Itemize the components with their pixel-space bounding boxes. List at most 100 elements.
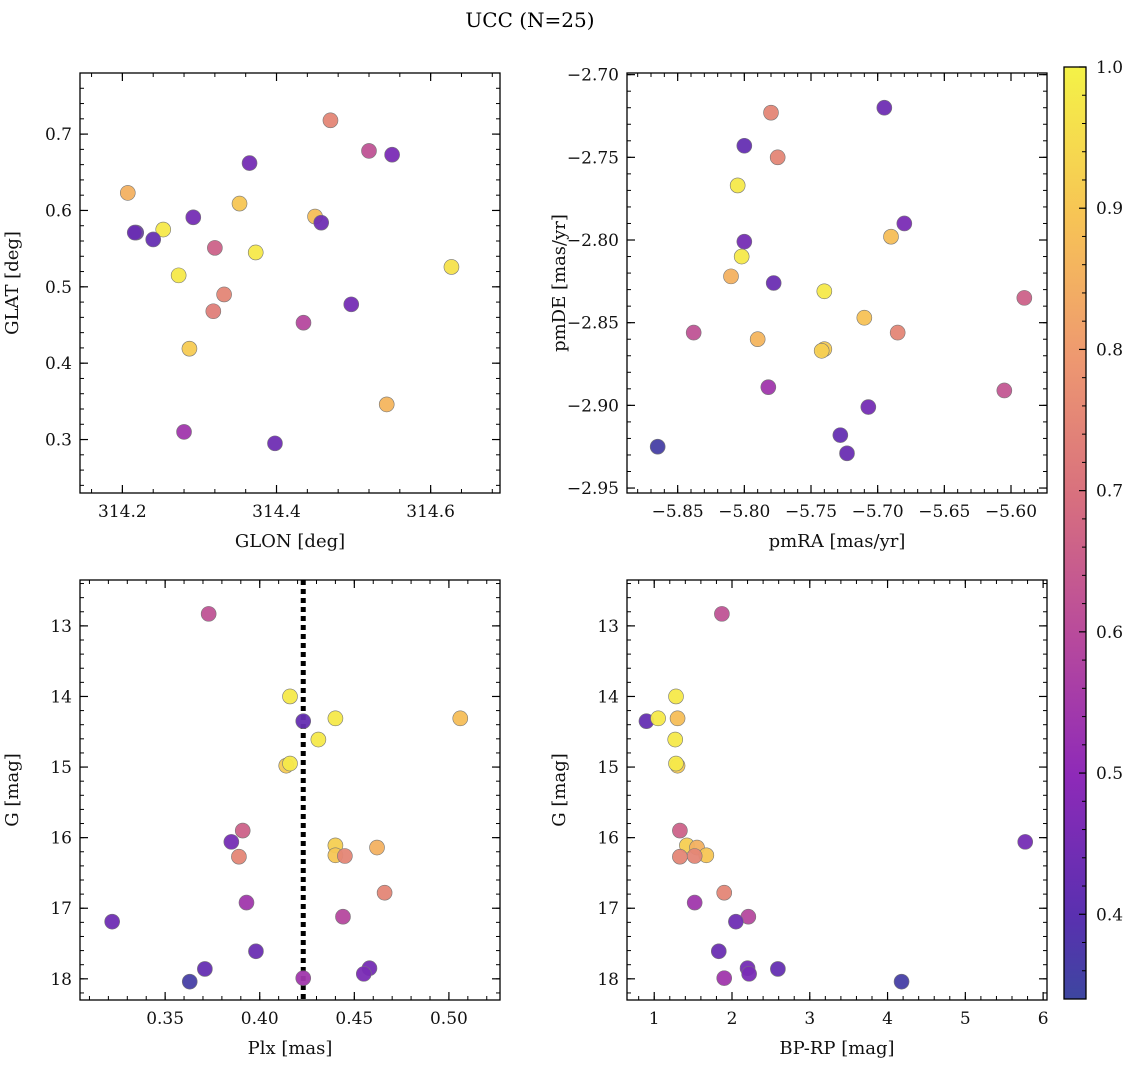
data-point [248, 943, 264, 960]
data-point [650, 710, 666, 727]
scatter-panel-4: 1 2 3 4 5 6 13 14 15 16 17 18 BP-RP [mag] G [mag] [549, 579, 1049, 1059]
x-axis-label: pmRA [mas/yr] [769, 531, 906, 552]
data-point [207, 240, 223, 256]
y-tick-label: −2.95 [567, 479, 619, 499]
data-point [716, 884, 733, 901]
x-tick-label: 314.6 [406, 502, 455, 522]
y-tick-label: 13 [597, 617, 619, 637]
data-point [205, 303, 222, 320]
data-point [355, 966, 372, 982]
data-point [337, 848, 353, 864]
data-point [710, 943, 727, 960]
data-point [896, 215, 913, 232]
data-point [443, 259, 460, 275]
y-tick-label: −2.85 [567, 314, 619, 334]
data-point [723, 268, 739, 285]
y-tick-label: 0.5 [45, 278, 72, 298]
data-point [295, 314, 312, 331]
x-tick-label: 4 [882, 1009, 893, 1029]
y-axis-label: G [mag] [549, 753, 570, 826]
data-point [197, 961, 213, 977]
data-point [668, 688, 684, 705]
figure-title: UCC (N=25) [465, 8, 595, 32]
data-point [327, 710, 344, 727]
data-point [145, 231, 162, 248]
y-tick-label: 14 [50, 687, 72, 707]
data-point [889, 324, 906, 341]
data-point [736, 137, 753, 154]
data-point [216, 286, 232, 303]
colorbar-tick-label: 1.0 [1096, 58, 1123, 78]
data-point [176, 424, 192, 440]
data-point [119, 185, 136, 201]
colorbar-tick-label: 0.9 [1096, 199, 1123, 219]
axes-frame [79, 579, 501, 1001]
x-tick-label: 0.50 [430, 1009, 468, 1029]
colorbar-tick-label: 0.8 [1096, 340, 1123, 360]
data-point [378, 396, 395, 413]
data-point [185, 209, 202, 226]
y-tick-label: 0.4 [45, 354, 72, 374]
data-point [267, 435, 283, 452]
axes-frame [626, 72, 1048, 494]
colorbar-gradient [1063, 66, 1087, 1000]
y-tick-label: 13 [50, 617, 72, 637]
data-point [104, 913, 120, 930]
data-point [686, 894, 703, 911]
data-point [231, 848, 247, 865]
data-point [282, 688, 298, 705]
y-tick-label: 16 [50, 829, 72, 849]
x-tick-label: 2 [727, 1009, 738, 1029]
x-axis-label: GLON [deg] [235, 531, 345, 552]
data-point [376, 884, 393, 901]
data-point [770, 961, 786, 977]
y-tick-label: 16 [597, 829, 619, 849]
x-tick-label: 0.40 [241, 1009, 279, 1029]
data-point [765, 275, 782, 291]
data-point [1016, 290, 1033, 306]
y-axis-label: G [mag] [2, 753, 23, 826]
data-point [282, 755, 298, 772]
y-tick-label: 15 [597, 758, 619, 778]
y-tick-label: −2.80 [567, 231, 619, 251]
x-tick-label: 5 [960, 1009, 971, 1029]
x-tick-label: 0.45 [335, 1009, 373, 1029]
data-point [769, 149, 786, 166]
colorbar-tick-label: 0.7 [1096, 482, 1123, 502]
data-point [816, 283, 833, 300]
data-point [672, 848, 688, 865]
y-tick-label: 18 [50, 970, 72, 990]
colorbar-tick-label: 0.6 [1096, 623, 1123, 643]
x-tick-label: −5.60 [985, 502, 1037, 522]
data-point [649, 438, 666, 455]
data-point [238, 894, 255, 911]
data-point [310, 731, 327, 748]
data-point [685, 324, 702, 341]
x-tick-label: −5.75 [785, 502, 837, 522]
data-point [361, 143, 377, 159]
x-axis-label: BP-RP [mag] [779, 1038, 894, 1059]
data-point [200, 606, 217, 622]
data-point [126, 224, 143, 241]
scatter-panel-1: 314.2 314.4 314.6 0.3 0.4 0.5 0.6 0.7 GLON [deg]… [2, 72, 501, 552]
y-tick-label: 0.6 [45, 201, 72, 221]
data-point [893, 973, 910, 990]
data-point [729, 177, 746, 194]
data-point [749, 331, 766, 348]
y-axis-label: pmDE [mas/yr] [549, 214, 570, 352]
y-tick-label: 0.7 [45, 125, 72, 145]
x-tick-label: −5.80 [718, 502, 770, 522]
data-point [234, 822, 251, 839]
colorbar-tick-label: 0.5 [1096, 764, 1123, 784]
y-tick-label: −2.90 [567, 396, 619, 416]
y-tick-label: 18 [597, 970, 619, 990]
x-tick-label: 0.35 [146, 1009, 184, 1029]
data-point [728, 913, 744, 930]
x-tick-label: 314.4 [252, 502, 301, 522]
y-tick-label: 14 [597, 687, 619, 707]
y-tick-label: 17 [597, 899, 619, 919]
x-axis-label: Plx [mas] [248, 1038, 333, 1059]
axes-frame [79, 72, 501, 494]
x-tick-label: 3 [804, 1009, 815, 1029]
